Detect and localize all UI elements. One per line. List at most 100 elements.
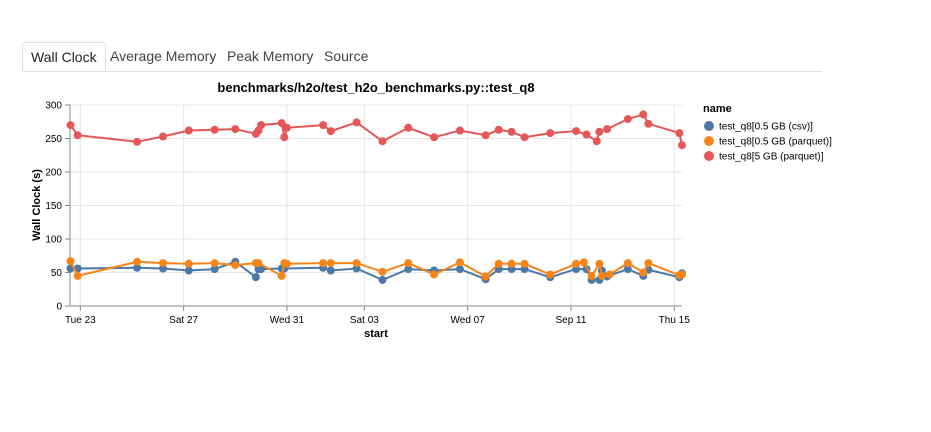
data-point (494, 259, 503, 268)
data-point (595, 259, 604, 268)
tab-source[interactable]: Source (324, 48, 369, 64)
tab-bar: Wall Clock Average Memory Peak Memory So… (22, 42, 822, 72)
data-point (678, 141, 686, 150)
data-point (210, 125, 219, 134)
data-point (254, 259, 263, 268)
data-point (133, 137, 142, 146)
series-3 (66, 110, 686, 150)
series-layer (66, 110, 686, 284)
data-point (326, 266, 335, 275)
data-point (455, 126, 464, 135)
y-tick-label: 300 (45, 101, 62, 112)
data-point (455, 265, 464, 274)
data-point (623, 259, 632, 268)
data-point (257, 265, 266, 274)
series-2 (66, 257, 686, 281)
y-tick-label: 50 (51, 268, 63, 279)
chart-title: benchmarks/h2o/test_h2o_benchmarks.py::t… (217, 80, 534, 95)
x-tick-label: Wed 31 (270, 315, 305, 326)
data-point (326, 259, 335, 268)
data-point (319, 121, 328, 130)
data-point (404, 259, 413, 268)
data-point (210, 259, 219, 268)
data-point (603, 125, 612, 134)
tab-average-memory[interactable]: Average Memory (110, 48, 217, 64)
data-point (210, 265, 219, 274)
x-tick-label: Sep 11 (555, 315, 586, 326)
data-point (277, 271, 286, 280)
data-point (326, 127, 335, 136)
data-point (597, 271, 606, 280)
data-point (231, 261, 240, 270)
data-point (572, 127, 581, 136)
data-point (404, 123, 413, 132)
y-tick-label: 100 (45, 235, 62, 246)
data-point (352, 118, 361, 127)
legend-swatch (704, 136, 714, 146)
data-point (282, 123, 291, 132)
data-point (623, 265, 632, 274)
data-point (481, 131, 490, 140)
data-point (572, 259, 581, 268)
data-point (507, 127, 516, 136)
data-point (644, 259, 653, 268)
data-point (579, 258, 588, 267)
data-point (251, 273, 260, 282)
data-point (378, 137, 387, 146)
data-point (546, 270, 555, 279)
legend-label: test_q8[0.5 GB (csv)] (719, 122, 813, 133)
data-point (231, 125, 240, 134)
data-point (133, 257, 142, 266)
data-point (587, 271, 596, 280)
data-point (184, 126, 193, 135)
legend-swatch (704, 121, 714, 131)
data-point (430, 133, 439, 142)
data-point (73, 131, 82, 140)
data-point (592, 137, 601, 146)
y-tick-label: 150 (45, 201, 62, 212)
data-point (678, 270, 686, 279)
tab-wall-clock[interactable]: Wall Clock (22, 42, 106, 71)
y-tick-label: 250 (45, 134, 62, 145)
x-tick-label: Sat 27 (169, 315, 198, 326)
data-point (430, 270, 439, 279)
data-point (352, 259, 361, 268)
data-point (605, 270, 614, 279)
x-axis-label: start (364, 328, 388, 340)
x-tick-label: Tue 23 (65, 315, 96, 326)
data-point (520, 259, 529, 268)
data-point (378, 275, 387, 284)
x-tick-label: Thu 15 (659, 315, 691, 326)
data-point (319, 259, 328, 268)
tab-peak-memory[interactable]: Peak Memory (227, 48, 314, 64)
data-point (159, 132, 167, 141)
legend-swatch (704, 151, 714, 161)
data-point (257, 121, 266, 130)
data-point (507, 259, 516, 268)
data-point (455, 258, 464, 267)
data-point (644, 119, 653, 128)
axes: 0 50 100 150 200 250 300 Tue 23 Sat 27 Wed 31 Sat … (45, 101, 690, 327)
data-point (133, 263, 142, 272)
data-point (639, 268, 648, 277)
x-tick-label: Wed 07 (451, 315, 486, 326)
data-point (494, 125, 503, 134)
data-point (404, 265, 413, 274)
series-line (69, 113, 683, 146)
data-point (66, 121, 75, 130)
data-point (595, 127, 604, 136)
data-point (280, 133, 289, 142)
data-point (159, 259, 167, 268)
data-point (378, 267, 387, 276)
data-point (282, 259, 291, 268)
y-tick-label: 0 (56, 302, 62, 313)
data-point (184, 259, 193, 268)
data-point (277, 119, 286, 128)
data-point (546, 129, 555, 138)
data-point (639, 110, 648, 119)
y-tick-label: 200 (45, 168, 62, 179)
data-point (582, 130, 591, 139)
data-point (623, 115, 632, 124)
data-point (520, 133, 529, 142)
